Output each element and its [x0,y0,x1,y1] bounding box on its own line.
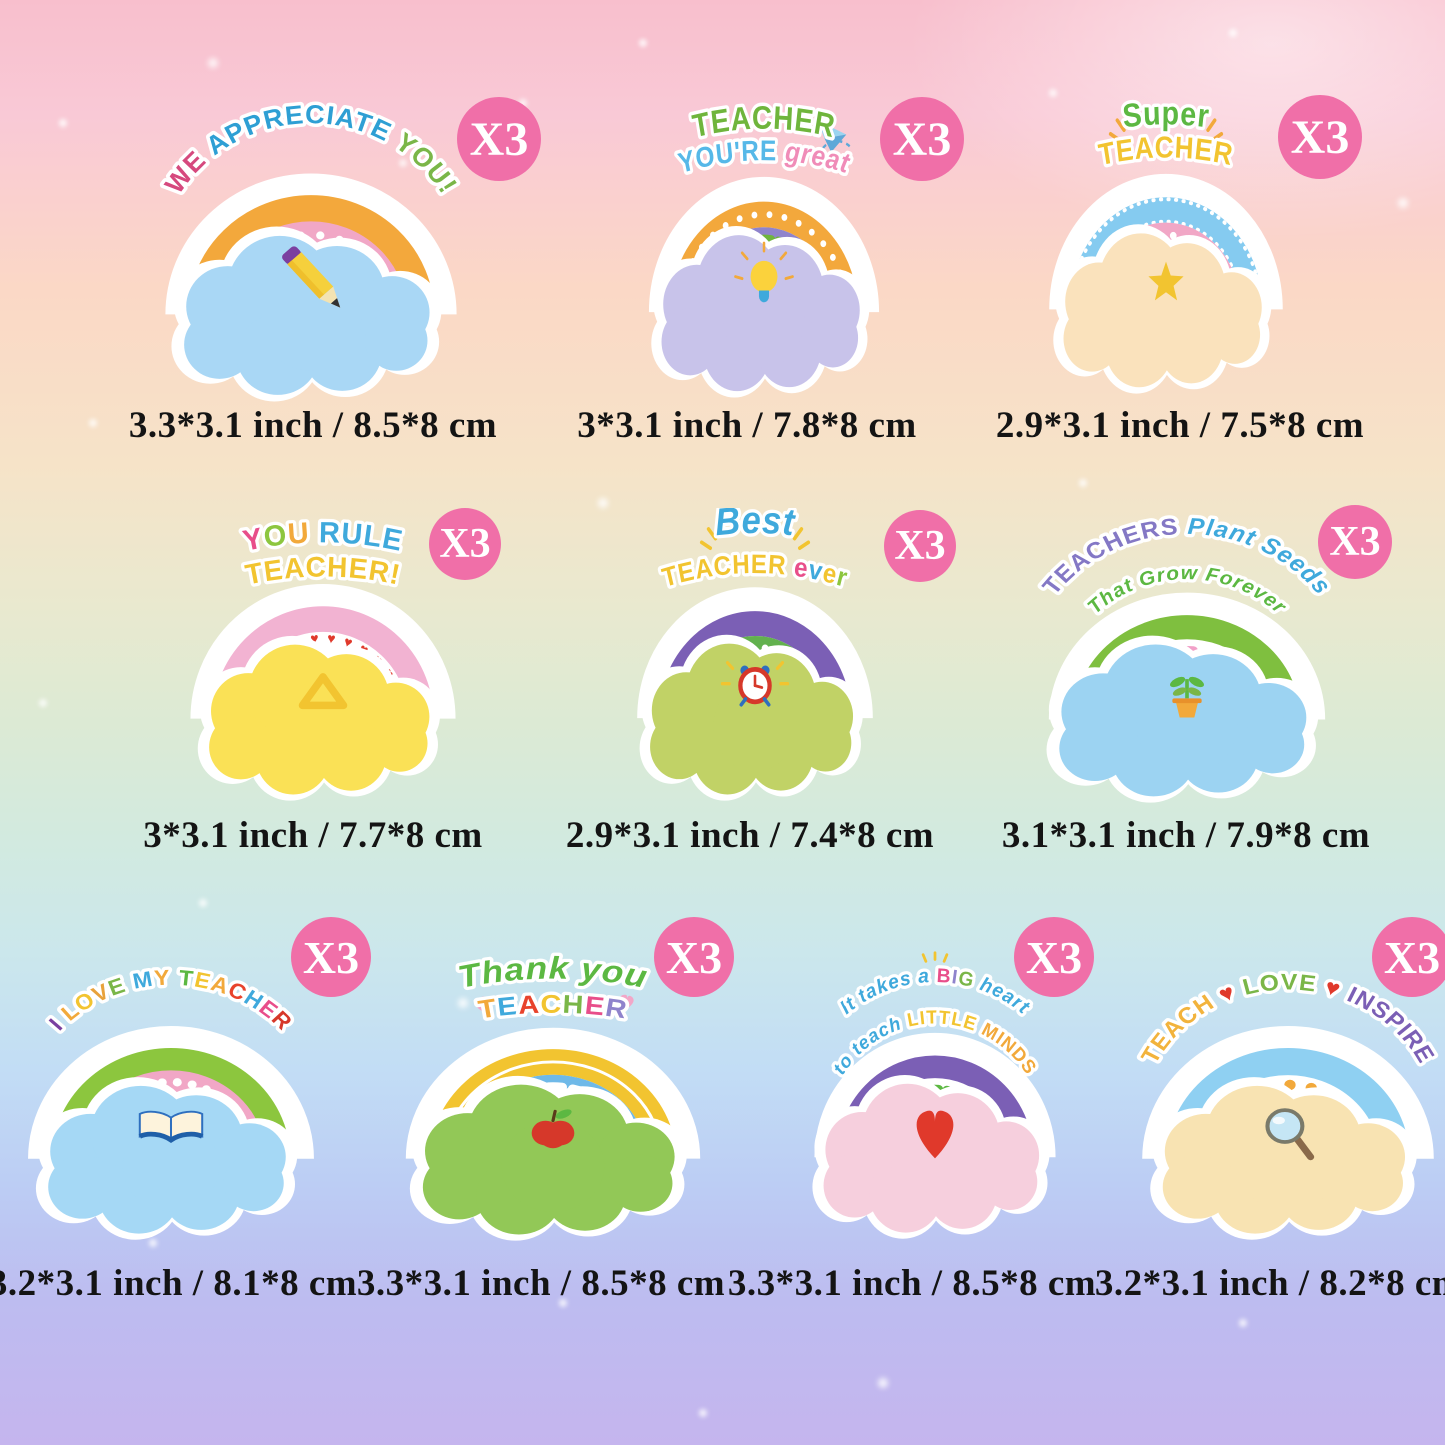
quantity-badge: X3 [291,917,371,997]
quantity-badge: X3 [880,97,964,181]
sticker-title: TEACHERS Plant Seeds [1037,514,1336,600]
paper-airplane-icon [817,120,851,169]
size-label: 3.2*3.1 inch / 8.2*8 cm [1094,1263,1445,1304]
quantity-badge-label: X3 [469,112,529,166]
quantity-badge-label: X3 [892,112,952,166]
sticker-title: TEACHER [690,101,838,145]
sticker-thank-you-teacher: Thank you TEACHER [405,950,701,1241]
open-book-icon [138,1110,204,1144]
quantity-badge-label: X3 [1383,931,1441,983]
sticker-you-rule-teacher: ♥ ♥ ♥ ♥ ♥ ♥ ♥ ♥ ♥ ♥ YOU RULE TEACHER! [190,514,456,801]
alarm-clock-icon [720,661,790,707]
quantity-badge: X3 [884,510,956,582]
accent-lines [699,527,811,551]
size-label: 3.3*3.1 inch / 8.5*8 cm [128,405,498,446]
quantity-badge: X3 [457,97,541,181]
sticker-title: I LOVE MY TEACHER [44,965,298,1035]
apple-icon [531,1109,575,1149]
spark-lines [921,951,949,963]
sticker-title: TEACHER [1096,130,1235,172]
sticker-teach-love-inspire: TEACH ♥ LOVE ♥ INSPIRE [1134,966,1442,1240]
quantity-badge-label: X3 [1290,110,1350,164]
size-label: 3*3.1 inch / 7.7*8 cm [143,815,483,856]
sticker-big-heart-little-minds: It takes a BIG heart to teach LITTLE MIN… [812,951,1056,1239]
sticker-title: Best [714,508,798,544]
size-label: 3.3*3.1 inch / 8.5*8 cm [356,1263,726,1304]
sticker-title: Thank you [455,951,651,995]
plant-icon [1170,676,1204,718]
spark-lines [1108,118,1224,142]
sticker-teacher-youre-great: TEACHER YOU'RE great [648,97,880,398]
sticker-we-appreciate-you: WE APPRECIATE YOU! [155,96,466,402]
size-label: 2.9*3.1 inch / 7.5*8 cm [995,405,1365,446]
size-label: 2.9*3.1 inch / 7.4*8 cm [565,815,935,856]
quantity-badge-label: X3 [1025,931,1083,983]
quantity-badge-label: X3 [439,521,491,567]
magnifier-icon [1265,1108,1315,1161]
triangle-ruler-icon [298,673,348,710]
quantity-badge: X3 [1372,917,1445,997]
size-label: 3.1*3.1 inch / 7.9*8 cm [1001,815,1371,856]
star-icon [1148,261,1184,301]
sticker-title: TEACHER ever [659,550,850,593]
quantity-badge: X3 [1318,505,1392,579]
sticker-title: TEACHER [476,989,630,1024]
sticker-title: Super [1121,95,1211,135]
quantity-badge: X3 [429,508,501,580]
sticker-teachers-plant-seeds: TEACHERS Plant Seeds That Grow Forever [1034,510,1339,803]
lightbulb-icon [734,241,794,303]
sticker-i-love-my-teacher: I LOVE MY TEACHER [28,962,314,1240]
quantity-badge-label: X3 [665,931,723,983]
pencil-icon [282,246,341,308]
quantity-badge: X3 [1014,917,1094,997]
size-label: 3.2*3.1 inch / 8.1*8 cm [0,1263,358,1304]
size-label: 3.3*3.1 inch / 8.5*8 cm [727,1263,1097,1304]
sticker-best-teacher-ever: Best TEACHER ever [637,508,873,801]
quantity-badge-label: X3 [1329,519,1381,565]
sticker-super-teacher: Super TEACHER [1049,95,1283,394]
quantity-badge: X3 [1278,95,1362,179]
quantity-badge-label: X3 [302,931,360,983]
quantity-badge: X3 [654,917,734,997]
size-label: 3*3.1 inch / 7.8*8 cm [577,405,917,446]
quantity-badge-label: X3 [894,523,946,569]
